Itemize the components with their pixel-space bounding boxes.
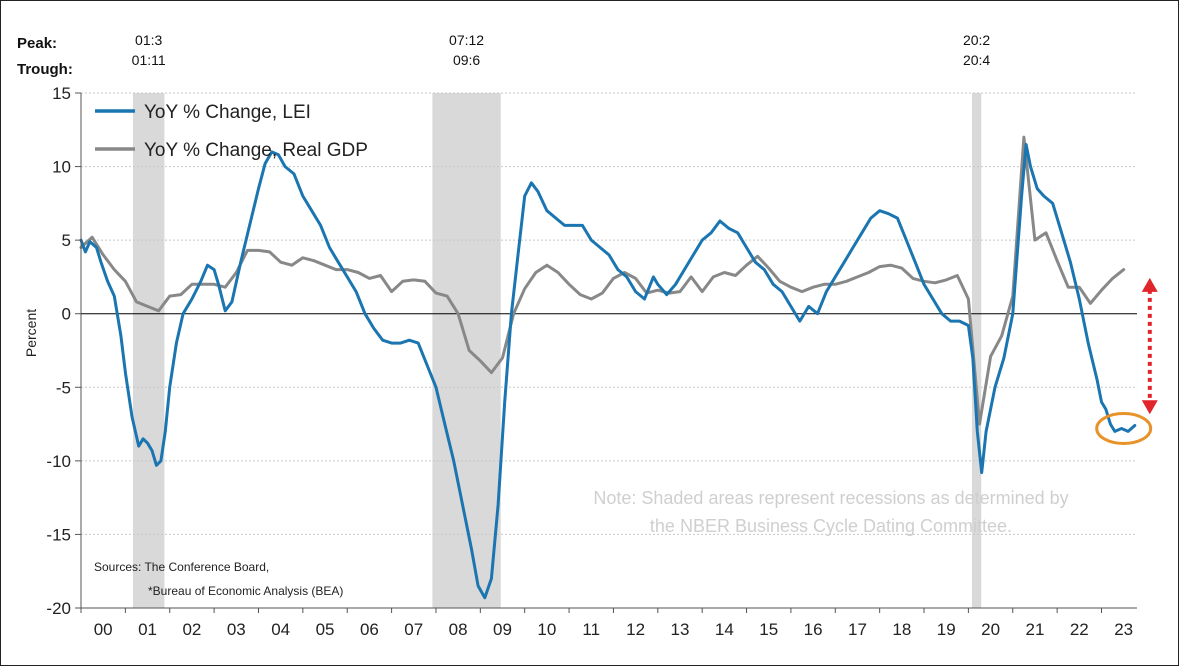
x-tick-label: 08 <box>449 620 468 639</box>
y-tick-label: -15 <box>46 525 71 544</box>
recession-trough-date: 09:6 <box>453 52 480 68</box>
x-tick-label: 05 <box>316 620 335 639</box>
x-tick-label: 14 <box>715 620 734 639</box>
y-axis-title: Percent <box>23 309 39 357</box>
x-tick-label: 02 <box>182 620 201 639</box>
x-tick-label: 11 <box>582 620 600 639</box>
x-tick-label: 16 <box>804 620 823 639</box>
gap-arrow-head-down <box>1141 400 1158 415</box>
x-tick-label: 18 <box>892 620 911 639</box>
sources-line-1: Sources: The Conference Board, <box>94 560 269 574</box>
recession-peak-date: 20:2 <box>963 32 990 48</box>
x-tick-label: 19 <box>937 620 956 639</box>
grid-lines <box>81 92 1137 535</box>
recession-band <box>132 93 165 608</box>
x-tick-label: 20 <box>981 620 1000 639</box>
recession-trough-date: 01:11 <box>132 52 166 68</box>
x-tick-label: 07 <box>404 620 423 639</box>
x-tick-label: 23 <box>1114 620 1133 639</box>
legend: YoY % Change, LEI YoY % Change, Real GDP <box>95 102 368 161</box>
y-tick-label: 0 <box>62 305 71 324</box>
x-tick-label: 15 <box>759 620 778 639</box>
plot-area <box>81 93 1137 608</box>
y-tick-label: 5 <box>62 231 71 250</box>
recession-peak-date: 01:3 <box>135 32 162 48</box>
x-tick-label: 09 <box>493 620 512 639</box>
recession-shading <box>132 93 982 608</box>
gdp-series-line <box>79 135 1126 426</box>
recession-peak-date: 07:12 <box>449 32 484 48</box>
y-tick-label: -10 <box>46 452 71 471</box>
legend-label-lei: YoY % Change, LEI <box>144 102 311 123</box>
x-tick-label: 00 <box>94 620 113 639</box>
x-tick-label: 06 <box>360 620 379 639</box>
y-tick-label: -5 <box>56 378 71 397</box>
x-tick-label: 04 <box>271 620 290 639</box>
recession-trough-date: 20:4 <box>963 52 990 68</box>
y-tick-label: 15 <box>52 84 71 103</box>
annotations <box>1095 277 1158 445</box>
sources-line-2: *Bureau of Economic Analysis (BEA) <box>148 584 343 598</box>
recession-band <box>971 93 982 608</box>
x-tick-label: 21 <box>1025 620 1044 639</box>
x-tick-label: 13 <box>671 620 690 639</box>
series-lines <box>79 135 1137 600</box>
lei-series-line <box>79 143 1137 600</box>
x-tick-label: 03 <box>227 620 246 639</box>
trough-label: Trough: <box>17 61 73 78</box>
x-tick-label: 12 <box>626 620 645 639</box>
axes: 15 10 5 0 -5 -10 -15 -20 00 01 02 03 04 05 06 07 08 09 10 1… <box>46 84 1137 639</box>
highlight-ellipse <box>1095 411 1153 445</box>
note-line-1: Note: Shaded areas represent recessions … <box>593 488 1068 508</box>
recession-dates: 01:3 01:11 07:12 09:6 20:2 20:4 <box>132 32 991 68</box>
y-tick-label: -20 <box>46 599 71 618</box>
legend-label-gdp: YoY % Change, Real GDP <box>144 140 368 161</box>
x-tick-label: 17 <box>848 620 867 639</box>
x-tick-label: 22 <box>1070 620 1089 639</box>
note-line-2: the NBER Business Cycle Dating Committee… <box>650 516 1012 536</box>
y-tick-label: 10 <box>52 158 71 177</box>
x-tick-label: 10 <box>537 620 556 639</box>
gap-arrow-head-up <box>1141 277 1158 292</box>
x-tick-label: 01 <box>138 620 157 639</box>
peak-label: Peak: <box>17 35 57 52</box>
